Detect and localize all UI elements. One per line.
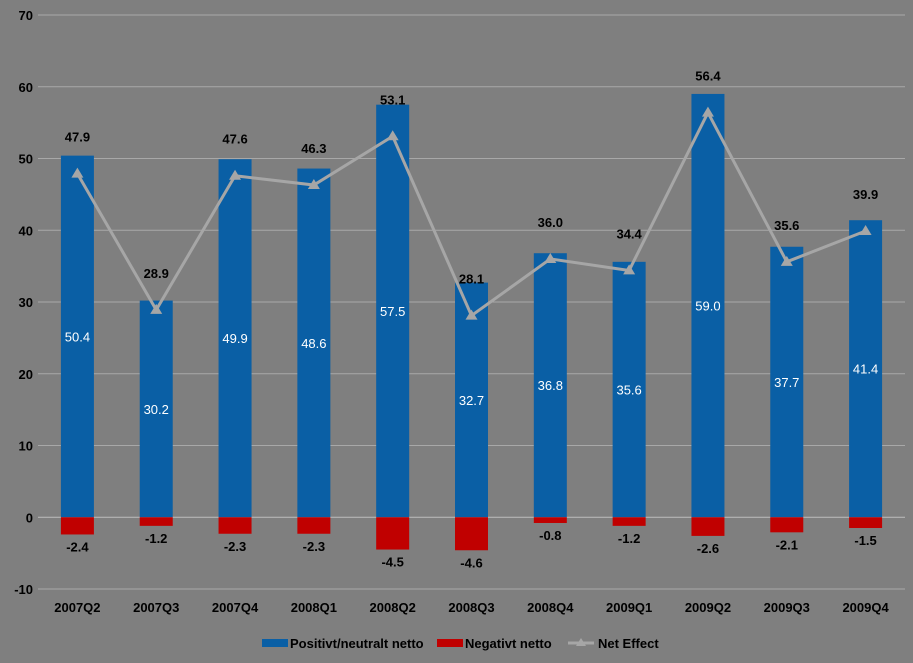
bar-negative xyxy=(60,517,94,535)
negative-value-label: -1.5 xyxy=(854,533,876,548)
y-tick-label: 0 xyxy=(26,510,33,525)
bar-negative xyxy=(376,517,410,550)
x-tick-label: 2008Q3 xyxy=(448,600,494,615)
negative-value-label: -4.5 xyxy=(381,555,403,570)
bar-positive xyxy=(770,246,804,518)
x-tick-label: 2009Q3 xyxy=(764,600,810,615)
bar-positive xyxy=(455,282,488,518)
x-tick-label: 2009Q2 xyxy=(685,600,731,615)
bar-positive xyxy=(139,300,173,518)
bar-positive xyxy=(297,168,331,518)
y-tick-label: 10 xyxy=(19,439,33,454)
bar-negative xyxy=(139,517,173,526)
net-effect-value-label: 47.6 xyxy=(222,132,247,147)
net-effect-point xyxy=(386,130,399,141)
positive-value-label: 41.4 xyxy=(853,362,878,377)
net-effect-point xyxy=(701,106,714,117)
net-effect-value-label: 47.9 xyxy=(65,130,90,145)
net-effect-value-label: 36.0 xyxy=(538,215,563,230)
bar-positive xyxy=(612,261,646,518)
negative-value-label: -2.4 xyxy=(66,539,89,554)
legend-marker-net-effect xyxy=(576,638,586,646)
net-effect-point xyxy=(544,252,557,263)
net-effect-point xyxy=(229,169,242,180)
bar-negative xyxy=(770,517,804,533)
positive-value-label: 37.7 xyxy=(774,375,799,390)
bar-positive xyxy=(691,93,725,518)
net-effect-point xyxy=(150,303,163,314)
positive-value-label: 35.6 xyxy=(616,383,641,398)
bar-negative xyxy=(612,517,646,526)
y-tick-label: -10 xyxy=(14,582,33,597)
net-effect-value-label: 53.1 xyxy=(380,92,405,107)
positive-value-label: 32.7 xyxy=(459,393,484,408)
bar-positive xyxy=(218,159,252,518)
legend-label-negative: Negativt netto xyxy=(465,636,552,651)
net-effect-value-label: 39.9 xyxy=(853,187,878,202)
net-effect-value-label: 34.4 xyxy=(616,226,642,241)
x-tick-label: 2007Q2 xyxy=(54,600,100,615)
net-effect-point xyxy=(623,264,636,275)
x-tick-label: 2008Q1 xyxy=(291,600,337,615)
bar-negative xyxy=(533,517,567,523)
legend-label-net-effect: Net Effect xyxy=(598,636,659,651)
negative-value-label: -2.3 xyxy=(303,539,325,554)
y-tick-label: 20 xyxy=(19,367,33,382)
net-effect-point xyxy=(307,179,320,190)
positive-value-label: 48.6 xyxy=(301,336,326,351)
bars xyxy=(60,93,883,551)
positive-value-label: 49.9 xyxy=(222,331,247,346)
data-labels: 50.4 30.2 49.9 48.6 57.5 32.7 36.8 35.6 59.0 37.7… xyxy=(65,69,878,571)
negative-value-label: -4.6 xyxy=(460,555,482,570)
negative-value-label: -2.3 xyxy=(224,539,246,554)
bar-positive xyxy=(533,253,567,518)
bar-negative xyxy=(218,517,252,534)
bar-negative xyxy=(297,517,331,534)
net-effect-value-label: 28.1 xyxy=(459,272,484,287)
net-effect-value-label: 35.6 xyxy=(774,218,799,233)
negative-value-label: -2.1 xyxy=(776,537,798,552)
bar-negative xyxy=(849,517,883,529)
negative-value-label: -0.8 xyxy=(539,528,561,543)
legend-label-positive: Positivt/neutralt netto xyxy=(290,636,424,651)
x-tick-label: 2008Q4 xyxy=(527,600,574,615)
net-effect-value-label: 28.9 xyxy=(144,266,169,281)
net-effect-point xyxy=(859,224,872,235)
bar-positive xyxy=(849,220,883,518)
x-tick-label: 2009Q1 xyxy=(606,600,652,615)
positive-value-label: 59.0 xyxy=(695,299,720,314)
y-tick-label: 30 xyxy=(19,295,33,310)
y-tick-label: 70 xyxy=(19,8,33,23)
x-tick-label: 2007Q3 xyxy=(133,600,179,615)
net-effect-value-label: 46.3 xyxy=(301,141,326,156)
net-effect-point xyxy=(465,309,478,320)
bar-negative xyxy=(691,517,725,536)
x-axis: 2007Q2 2007Q3 2007Q4 2008Q1 2008Q2 2008Q3 2008… xyxy=(54,600,889,615)
positive-value-label: 50.4 xyxy=(65,329,90,344)
y-tick-label: 40 xyxy=(19,223,33,238)
y-tick-label: 60 xyxy=(19,80,33,95)
net-effect-point xyxy=(780,255,793,266)
net-effect-value-label: 56.4 xyxy=(695,69,721,84)
negative-value-label: -1.2 xyxy=(145,531,167,546)
legend-swatch-positive xyxy=(262,639,288,647)
bar-positive xyxy=(376,104,410,518)
negative-value-label: -2.6 xyxy=(697,541,719,556)
x-tick-label: 2007Q4 xyxy=(212,600,259,615)
net-effect-line xyxy=(71,106,872,320)
legend-swatch-negative xyxy=(437,639,463,647)
bar-positive xyxy=(60,155,94,518)
legend: Positivt/neutralt netto Negativt netto Net… xyxy=(262,636,659,651)
bar-negative xyxy=(455,517,488,551)
y-tick-label: 50 xyxy=(19,152,33,167)
x-tick-label: 2008Q2 xyxy=(370,600,416,615)
x-tick-label: 2009Q4 xyxy=(842,600,889,615)
net-effect-point xyxy=(71,167,84,178)
positive-value-label: 36.8 xyxy=(538,378,563,393)
y-axis: 70 60 50 40 30 20 10 0 -10 xyxy=(14,8,33,597)
positive-value-label: 57.5 xyxy=(380,304,405,319)
negative-value-label: -1.2 xyxy=(618,531,640,546)
positive-value-label: 30.2 xyxy=(144,402,169,417)
